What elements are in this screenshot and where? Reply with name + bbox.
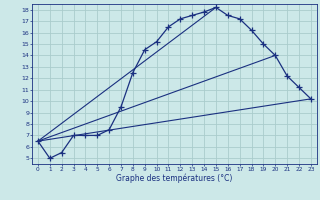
X-axis label: Graphe des températures (°C): Graphe des températures (°C)	[116, 173, 233, 183]
